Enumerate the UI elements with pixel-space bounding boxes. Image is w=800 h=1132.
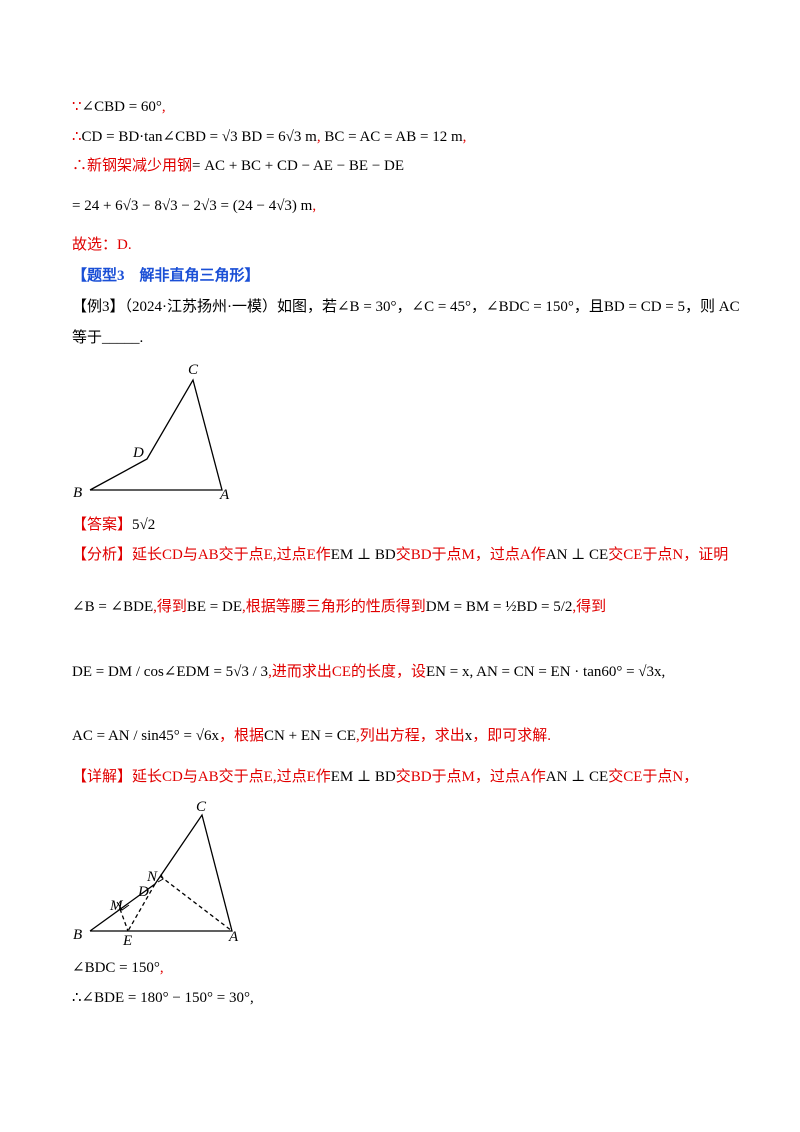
- text-segment: ∠CBD = 60°: [81, 99, 162, 115]
- text-line: 故选：D.: [72, 235, 132, 255]
- text-segment: AC = AN / sin45° = √6x: [72, 728, 219, 744]
- text-segment: EM ⊥ BD: [330, 769, 396, 785]
- text-segment: x: [464, 728, 473, 744]
- fig-label: E: [122, 933, 132, 949]
- text-segment: ,: [159, 960, 164, 976]
- text-segment: 交BD于点M，过点A作: [395, 547, 546, 563]
- text-segment: ∠B = ∠BDE: [72, 599, 154, 615]
- text-segment: BE = DE: [186, 599, 242, 615]
- text-line: 【例3】（2024·江苏扬州·一模）如图，若∠B = 30°，∠C = 45°，…: [72, 297, 740, 317]
- text-segment: EN = x, AN = CN = EN · tan60° = √3x,: [425, 664, 666, 680]
- text-segment: 5√2: [132, 517, 156, 533]
- text-segment: DM = BM = ½BD = 5/2: [425, 599, 573, 615]
- text-line: ∠BDC = 150°,: [72, 958, 164, 978]
- text-segment: ∴∠BDE = 180° − 150° = 30°,: [72, 990, 254, 1006]
- text-segment: ,得到: [572, 599, 607, 615]
- text-line: ∴CD = BD·tan∠CBD = √3 BD = 6√3 m, BC = A…: [72, 127, 466, 147]
- text-line: ∴∠BDE = 180° − 150° = 30°,: [72, 988, 254, 1008]
- text-segment: ,: [312, 198, 317, 214]
- text-segment: = 24 + 6√3 − 8√3 − 2√3 = (24 − 4√3) m: [72, 198, 313, 214]
- text-line: DE = DM / cos∠EDM = 5√3 / 3,进而求出CE的长度，设E…: [72, 662, 665, 682]
- text-segment: 【分析】延长CD与AB交于点E,过点E作: [72, 547, 331, 563]
- fig-label: N: [146, 869, 158, 885]
- fig-label: B: [73, 485, 82, 501]
- figure-2: [89, 813, 233, 932]
- fig-label: D: [137, 884, 149, 900]
- fig-label: A: [219, 487, 230, 503]
- fig-label: B: [73, 927, 82, 943]
- text-segment: 【例3】（2024·江苏扬州·一模）如图，若∠B = 30°，∠C = 45°，…: [72, 299, 740, 315]
- text-segment: ,: [316, 129, 321, 145]
- text-segment: EM ⊥ BD: [330, 547, 396, 563]
- text-segment: 交CE于点N，证明: [608, 547, 729, 563]
- figure-1: [89, 378, 223, 491]
- text-segment: ∵: [72, 99, 82, 115]
- text-segment: ,进而求出CE的长度，设: [268, 664, 426, 680]
- text-line: 【详解】延长CD与AB交于点E,过点E作EM ⊥ BD交BD于点M，过点A作AN…: [72, 767, 698, 787]
- text-segment: ，根据: [219, 728, 265, 744]
- text-segment: = AC + BC + CD − AE − BE − DE: [192, 158, 405, 174]
- text-segment: CD = BD·tan∠CBD = √3 BD = 6√3 m: [81, 129, 317, 145]
- fig-label: M: [109, 898, 124, 914]
- text-segment: AN ⊥ CE: [545, 547, 609, 563]
- text-line: AC = AN / sin45° = √6x，根据CN + EN = CE,列出…: [72, 726, 551, 746]
- text-segment: 【题型3 解非直角三角形】: [72, 268, 260, 284]
- text-line: ∠B = ∠BDE,得到BE = DE,根据等腰三角形的性质得到DM = BM …: [72, 597, 606, 617]
- text-segment: DE = DM / cos∠EDM = 5√3 / 3: [72, 664, 269, 680]
- text-segment: ,得到: [153, 599, 187, 615]
- text-segment: ,: [462, 129, 467, 145]
- text-segment: ,根据等腰三角形的性质得到: [242, 599, 426, 615]
- text-segment: ∴新钢架减少用钢: [72, 158, 193, 174]
- fig-label: D: [132, 445, 144, 461]
- text-line: 等于_____.: [72, 328, 143, 348]
- fig-label: C: [196, 799, 207, 815]
- text-segment: 交CE于点N，: [608, 769, 699, 785]
- text-segment: ∴: [72, 129, 82, 145]
- text-line: = 24 + 6√3 − 8√3 − 2√3 = (24 − 4√3) m,: [72, 196, 316, 216]
- text-segment: 交BD于点M，过点A作: [395, 769, 546, 785]
- text-line: ∵∠CBD = 60°,: [72, 97, 166, 117]
- text-segment: 故选：D.: [72, 237, 132, 253]
- text-segment: 【答案】: [72, 517, 133, 533]
- text-segment: 【详解】延长CD与AB交于点E,过点E作: [72, 769, 331, 785]
- text-line: 【题型3 解非直角三角形】: [72, 266, 260, 286]
- text-line: 【分析】延长CD与AB交于点E,过点E作EM ⊥ BD交BD于点M，过点A作AN…: [72, 545, 728, 565]
- text-segment: 等于_____.: [72, 330, 144, 346]
- text-line: 【答案】5√2: [72, 515, 155, 535]
- text-line: ∴新钢架减少用钢= AC + BC + CD − AE − BE − DE: [72, 156, 404, 176]
- text-segment: CN + EN = CE: [264, 728, 356, 744]
- text-segment: AN ⊥ CE: [545, 769, 609, 785]
- text-segment: ∠BDC = 150°: [72, 960, 160, 976]
- figures: C D B A C N D M B E A: [73, 362, 239, 949]
- fig-label: C: [188, 362, 199, 378]
- text-segment: ,列出方程，求出: [355, 728, 465, 744]
- text-segment: BC = AC = AB = 12 m: [320, 129, 463, 145]
- fig-label: A: [228, 929, 239, 945]
- text-segment: ，即可求解.: [472, 728, 551, 744]
- text-segment: ,: [161, 99, 166, 115]
